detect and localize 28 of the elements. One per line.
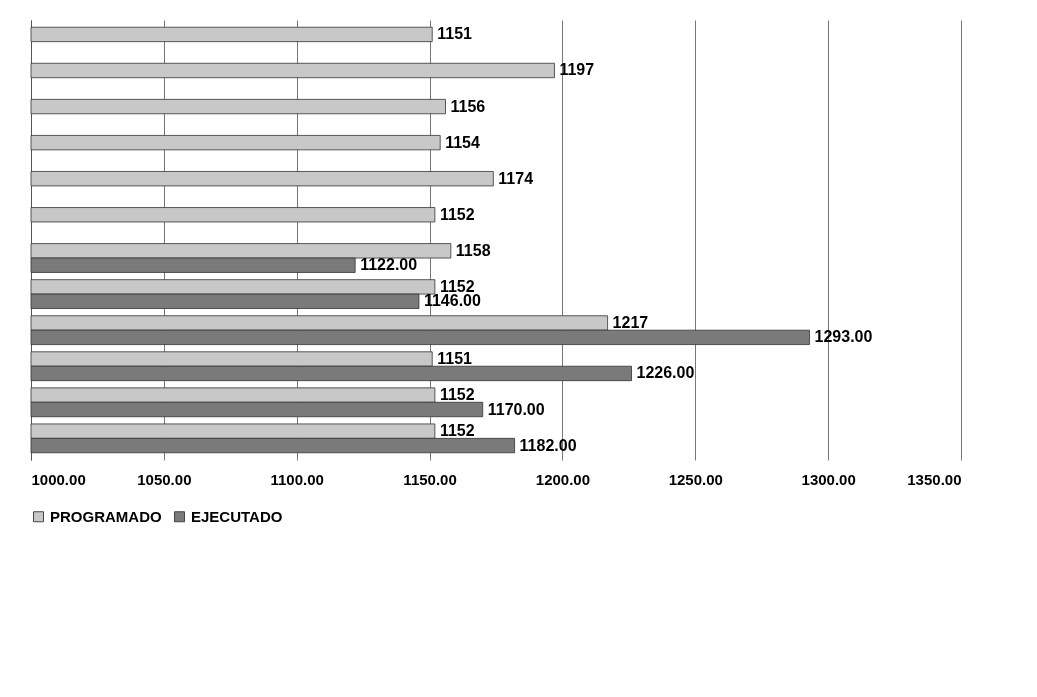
legend-label: PROGRAMADO [50, 507, 162, 525]
data-label: 1156 [450, 97, 486, 115]
x-tick-label: 1200.00 [535, 470, 591, 488]
data-label: 1197 [559, 61, 595, 79]
x-tick-label: 1050.00 [137, 470, 192, 488]
data-label: 1151 [437, 25, 473, 43]
data-label: 1152 [439, 277, 475, 295]
x-tick-label: 1000.00 [31, 470, 86, 488]
data-label: 1217 [612, 313, 649, 331]
legend-label: EJECUTADO [191, 507, 283, 525]
x-tick-label: 1350.00 [907, 470, 962, 488]
data-label: 1182.00 [519, 436, 577, 454]
data-label: 1122.00 [360, 256, 418, 274]
x-tick-label: 1150.00 [403, 470, 457, 488]
data-label: 1152 [439, 386, 475, 404]
data-label: 1151 [437, 350, 473, 368]
x-tick-label: 1250.00 [668, 470, 723, 488]
x-tick-label: 1300.00 [801, 470, 856, 488]
data-label: 1174 [498, 169, 534, 187]
data-label: 1170.00 [487, 400, 545, 418]
data-label: 1158 [455, 241, 491, 259]
data-label: 1152 [439, 422, 475, 440]
data-label: 1154 [445, 133, 481, 151]
x-tick-label: 1100.00 [270, 470, 324, 488]
data-label: 1146.00 [423, 292, 481, 310]
data-label: 1293.00 [814, 328, 873, 346]
data-label: 1226.00 [636, 364, 695, 382]
data-label: 1152 [439, 205, 475, 223]
